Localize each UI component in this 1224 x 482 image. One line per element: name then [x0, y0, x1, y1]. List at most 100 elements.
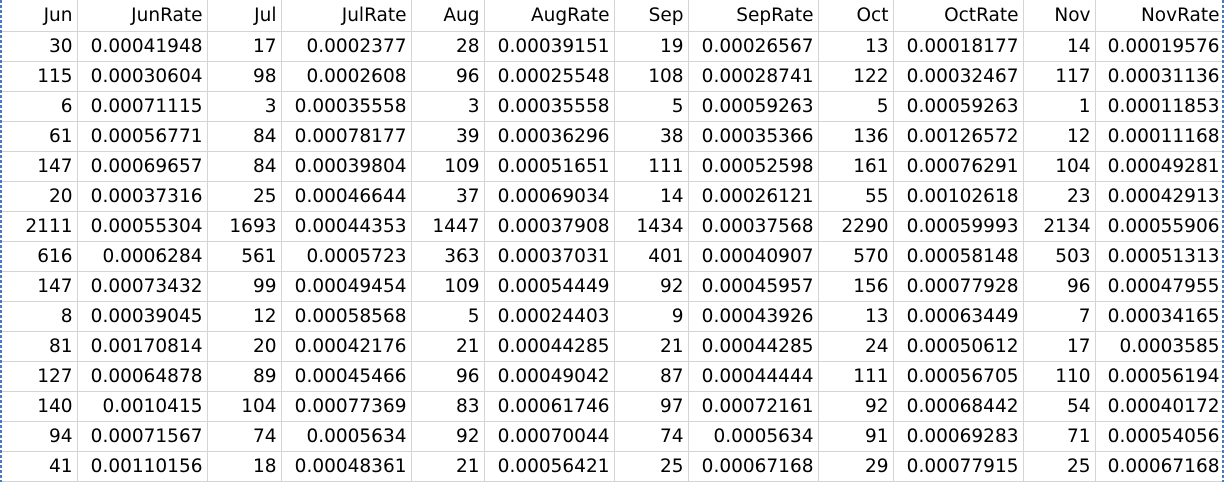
cell[interactable]: 0.0005634 [281, 421, 412, 452]
header-cell[interactable]: Jul [207, 0, 282, 32]
cell[interactable]: 3 [207, 91, 282, 122]
cell[interactable]: 0.00041948 [77, 31, 208, 62]
cell[interactable]: 74 [207, 421, 282, 452]
cell[interactable]: 0.00050612 [893, 331, 1024, 362]
cell[interactable]: 21 [411, 331, 485, 362]
cell[interactable]: 140 [0, 391, 78, 422]
cell[interactable]: 9 [614, 301, 689, 332]
cell[interactable]: 127 [0, 361, 78, 392]
cell[interactable]: 0.00039804 [281, 151, 412, 182]
cell[interactable]: 28 [411, 31, 485, 62]
cell[interactable]: 147 [0, 271, 78, 302]
cell[interactable]: 37 [411, 181, 485, 212]
cell[interactable]: 61 [0, 121, 78, 152]
cell[interactable]: 0.00026567 [688, 31, 819, 62]
cell[interactable]: 20 [0, 181, 78, 212]
header-cell[interactable]: SepRate [688, 0, 819, 32]
cell[interactable]: 1693 [207, 211, 282, 242]
cell[interactable]: 14 [614, 181, 689, 212]
cell[interactable]: 111 [818, 361, 894, 392]
cell[interactable]: 39 [411, 121, 485, 152]
cell[interactable]: 401 [614, 241, 689, 272]
cell[interactable]: 81 [0, 331, 78, 362]
cell[interactable]: 96 [411, 61, 485, 92]
cell[interactable]: 115 [0, 61, 78, 92]
cell[interactable]: 2134 [1023, 211, 1096, 242]
cell[interactable]: 161 [818, 151, 894, 182]
cell[interactable]: 0.00051313 [1095, 241, 1224, 272]
cell[interactable]: 0.0003585 [1095, 331, 1224, 362]
cell[interactable]: 0.00032467 [893, 61, 1024, 92]
cell[interactable]: 0.00067168 [688, 451, 819, 482]
cell[interactable]: 6 [0, 91, 78, 122]
cell[interactable]: 0.00036296 [484, 121, 615, 152]
cell[interactable]: 0.0005634 [688, 421, 819, 452]
cell[interactable]: 0.00076291 [893, 151, 1024, 182]
cell[interactable]: 97 [614, 391, 689, 422]
cell[interactable]: 8 [0, 301, 78, 332]
cell[interactable]: 23 [1023, 181, 1096, 212]
cell[interactable]: 0.00044353 [281, 211, 412, 242]
cell[interactable]: 616 [0, 241, 78, 272]
cell[interactable]: 12 [1023, 121, 1096, 152]
cell[interactable]: 20 [207, 331, 282, 362]
header-cell[interactable]: Sep [614, 0, 689, 32]
cell[interactable]: 94 [0, 421, 78, 452]
cell[interactable]: 122 [818, 61, 894, 92]
cell[interactable]: 96 [411, 361, 485, 392]
cell[interactable]: 2111 [0, 211, 78, 242]
cell[interactable]: 2290 [818, 211, 894, 242]
cell[interactable]: 0.00037568 [688, 211, 819, 242]
cell[interactable]: 561 [207, 241, 282, 272]
cell[interactable]: 147 [0, 151, 78, 182]
cell[interactable]: 21 [411, 451, 485, 482]
cell[interactable]: 1 [1023, 91, 1096, 122]
cell[interactable]: 0.00025548 [484, 61, 615, 92]
cell[interactable]: 0.00058148 [893, 241, 1024, 272]
cell[interactable]: 17 [1023, 331, 1096, 362]
cell[interactable]: 0.00110156 [77, 451, 208, 482]
cell[interactable]: 0.00035558 [281, 91, 412, 122]
cell[interactable]: 0.00035366 [688, 121, 819, 152]
cell[interactable]: 0.00069034 [484, 181, 615, 212]
cell[interactable]: 92 [818, 391, 894, 422]
cell[interactable]: 0.00077928 [893, 271, 1024, 302]
cell[interactable]: 41 [0, 451, 78, 482]
cell[interactable]: 0.00063449 [893, 301, 1024, 332]
cell[interactable]: 109 [411, 271, 485, 302]
cell[interactable]: 0.00018177 [893, 31, 1024, 62]
cell[interactable]: 19 [614, 31, 689, 62]
cell[interactable]: 104 [1023, 151, 1096, 182]
header-cell[interactable]: JulRate [281, 0, 412, 32]
cell[interactable]: 0.00049042 [484, 361, 615, 392]
cell[interactable]: 570 [818, 241, 894, 272]
cell[interactable]: 0.00039151 [484, 31, 615, 62]
cell[interactable]: 55 [818, 181, 894, 212]
cell[interactable]: 0.00071567 [77, 421, 208, 452]
cell[interactable]: 0.00028741 [688, 61, 819, 92]
header-cell[interactable]: JunRate [77, 0, 208, 32]
cell[interactable]: 0.00059263 [893, 91, 1024, 122]
cell[interactable]: 0.00019576 [1095, 31, 1224, 62]
cell[interactable]: 89 [207, 361, 282, 392]
cell[interactable]: 0.00044285 [688, 331, 819, 362]
cell[interactable]: 29 [818, 451, 894, 482]
cell[interactable]: 1447 [411, 211, 485, 242]
cell[interactable]: 0.0010415 [77, 391, 208, 422]
header-cell[interactable]: Jun [0, 0, 78, 32]
cell[interactable]: 0.00011168 [1095, 121, 1224, 152]
cell[interactable]: 5 [818, 91, 894, 122]
cell[interactable]: 87 [614, 361, 689, 392]
cell[interactable]: 84 [207, 151, 282, 182]
cell[interactable]: 0.00052598 [688, 151, 819, 182]
cell[interactable]: 0.00054056 [1095, 421, 1224, 452]
cell[interactable]: 13 [818, 31, 894, 62]
cell[interactable]: 0.00024403 [484, 301, 615, 332]
cell[interactable]: 17 [207, 31, 282, 62]
cell[interactable]: 0.00037031 [484, 241, 615, 272]
cell[interactable]: 111 [614, 151, 689, 182]
cell[interactable]: 38 [614, 121, 689, 152]
cell[interactable]: 0.00045957 [688, 271, 819, 302]
cell[interactable]: 363 [411, 241, 485, 272]
cell[interactable]: 14 [1023, 31, 1096, 62]
